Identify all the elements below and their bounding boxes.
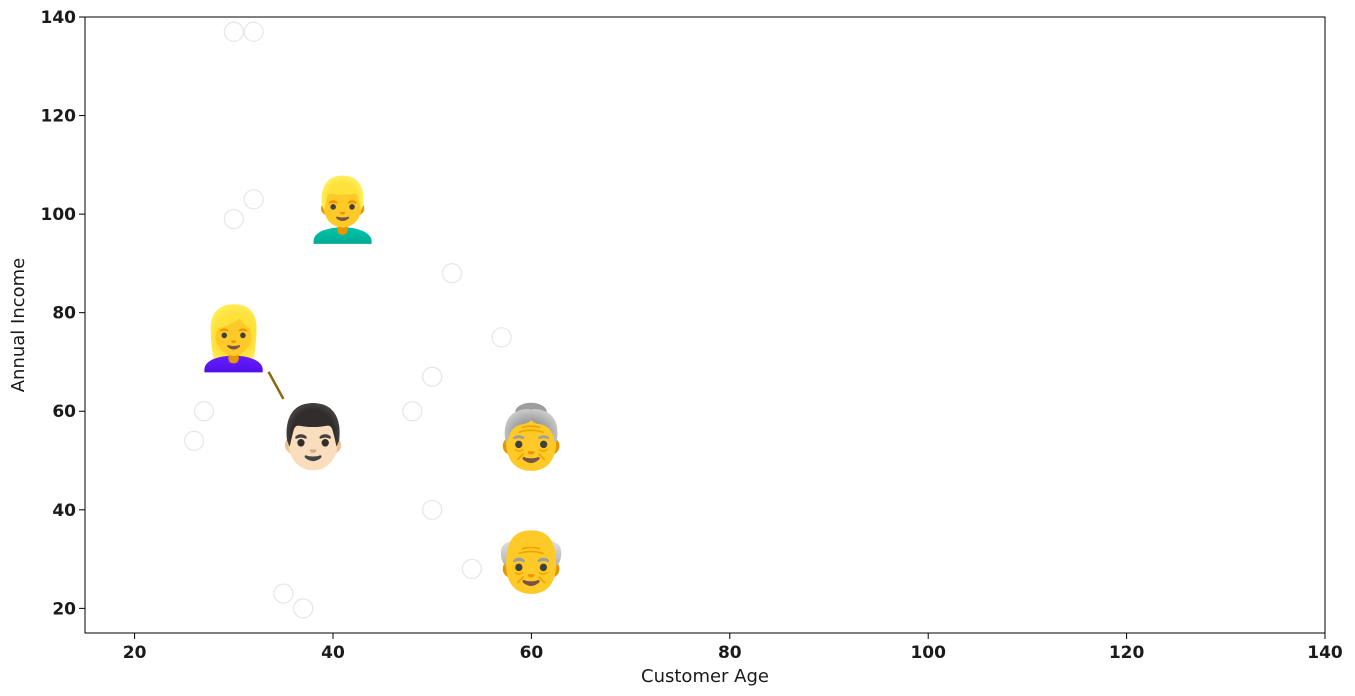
x-tick-label: 140 [1307, 643, 1343, 663]
x-tick-label: 120 [1109, 643, 1145, 663]
data-point [402, 401, 423, 422]
data-point [223, 21, 244, 42]
y-axis-title: Annual Income [8, 258, 29, 393]
data-point [193, 401, 215, 422]
x-tick-label: 100 [910, 643, 946, 663]
y-tick-label: 60 [52, 402, 76, 422]
y-tick-label: 80 [52, 304, 76, 324]
annotation-layer [267, 371, 285, 400]
y-tick-label: 20 [52, 599, 76, 619]
annotation-line [267, 371, 285, 400]
data-point [184, 430, 205, 451]
man-mustache-emoji: 👨🏻 [275, 400, 352, 473]
points-layer [184, 21, 512, 619]
man-blond-emoji: 👱‍♂️ [304, 173, 381, 246]
y-tick-label: 100 [41, 205, 77, 225]
x-axis-ticks: 20 40 60 80 100 120 140 [123, 633, 1343, 663]
x-axis-title: Customer Age [641, 666, 769, 687]
y-tick-label: 40 [52, 501, 76, 521]
woman-blond-emoji: 👱‍♀️ [195, 301, 272, 374]
older-woman-emoji: 👵 [493, 400, 570, 473]
data-point [422, 499, 443, 520]
x-tick-label: 80 [718, 643, 742, 663]
data-point [491, 327, 512, 348]
data-point [243, 21, 264, 42]
y-tick-label: 120 [41, 107, 77, 127]
x-tick-label: 40 [321, 643, 345, 663]
data-point [441, 263, 463, 284]
data-point [422, 366, 443, 387]
data-point [293, 598, 314, 619]
x-tick-label: 20 [123, 643, 147, 663]
x-tick-label: 60 [520, 643, 544, 663]
data-point [243, 189, 264, 210]
data-point [461, 558, 482, 580]
y-axis-ticks: 20 40 60 80 100 120 140 [41, 8, 85, 619]
older-man-emoji: 👴 [493, 523, 570, 596]
data-point [273, 583, 294, 604]
data-point [223, 208, 244, 230]
emoji-layer: 👱‍♂️ 👱‍♀️👨🏻 👵 👴 [195, 173, 570, 596]
plot-area-frame [84, 16, 1326, 634]
y-tick-label: 140 [41, 8, 77, 28]
